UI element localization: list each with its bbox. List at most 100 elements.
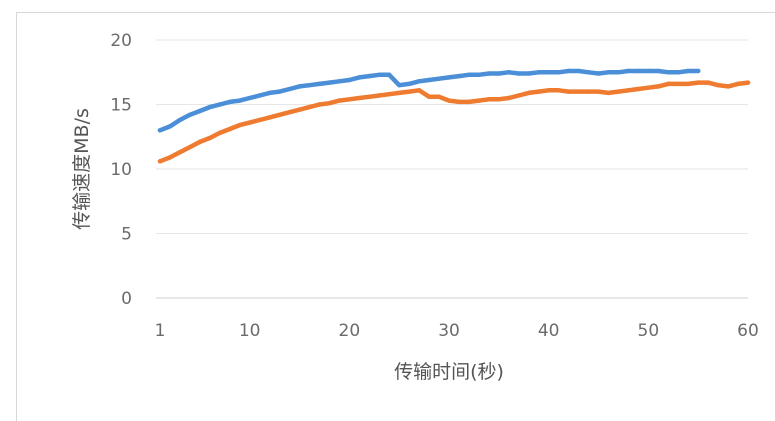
series-1-point-33: [476, 72, 482, 78]
series-2-point-45: [596, 89, 601, 94]
series-2-point-59: [735, 81, 741, 87]
series-1-point-13: [277, 89, 282, 94]
series-2-point-57: [715, 82, 721, 88]
y-tick-label-10: 10: [110, 160, 132, 180]
series-2-point-13: [277, 112, 282, 118]
series-2-point-14: [287, 110, 292, 115]
series-1-point-20: [347, 77, 352, 83]
series-2-point-37: [516, 93, 521, 98]
series-2-point-47: [616, 89, 621, 94]
series-1-point-21: [357, 75, 362, 80]
series-2-point-1: [157, 159, 163, 164]
series-2-point-9: [237, 122, 242, 128]
x-tick-label-30: 30: [438, 321, 460, 341]
series-2-point-35: [496, 97, 502, 102]
series-2-point-60: [745, 80, 751, 85]
frame-border-left: [16, 12, 17, 421]
series-1-point-54: [686, 68, 691, 74]
series-2-point-29: [436, 94, 442, 99]
series-1-point-45: [596, 71, 601, 76]
series-1-point-42: [566, 68, 571, 74]
series-2-point-34: [486, 97, 492, 102]
series-2-point-49: [636, 86, 641, 92]
series-2-point-7: [217, 130, 222, 136]
x-axis-title: 传输时间(秒): [394, 361, 504, 383]
series-2-point-21: [357, 95, 362, 101]
series-2-point-51: [656, 84, 661, 89]
series-2-point-46: [606, 90, 611, 96]
series-2-point-56: [705, 80, 711, 85]
series-1-point-3: [177, 117, 183, 123]
frame-border-top: [16, 12, 775, 13]
series-1-point-51: [656, 68, 661, 74]
series-1-point-15: [297, 84, 302, 89]
series-1-point-38: [526, 71, 531, 76]
series-1-point-14: [287, 86, 292, 92]
y-tick-label-20: 20: [110, 31, 132, 51]
series-2-point-54: [686, 81, 691, 87]
series-1-point-1: [157, 128, 163, 133]
series-1-point-6: [207, 104, 213, 110]
series-2-point-22: [367, 94, 372, 99]
series-1-point-34: [486, 71, 492, 76]
series-1-point-9: [237, 98, 242, 103]
series-1-point-2: [167, 124, 173, 129]
series-1-point-8: [227, 99, 232, 105]
series-2-point-31: [456, 99, 462, 105]
series-2-point-5: [197, 139, 203, 145]
series-1-point-46: [606, 70, 611, 75]
series-1-point-50: [646, 68, 651, 74]
series-2-point-52: [666, 81, 671, 87]
series-1-point-48: [626, 68, 631, 74]
series-1-point-7: [217, 102, 222, 107]
series-1-point-24: [387, 72, 392, 78]
x-tick-label-20: 20: [339, 321, 361, 341]
series-1-point-41: [556, 70, 561, 75]
series-2-point-53: [676, 81, 681, 87]
series-1-point-44: [586, 70, 591, 75]
series-1-point-49: [636, 68, 641, 74]
series-2-point-23: [377, 93, 382, 98]
series-1-point-25: [396, 82, 402, 88]
series-2-point-27: [416, 88, 422, 93]
series-2-point-10: [247, 120, 252, 125]
series-2-point-2: [167, 155, 173, 160]
series-1-point-43: [576, 68, 581, 74]
series-2-point-33: [476, 98, 482, 103]
series-2-point-15: [297, 107, 302, 112]
series-2-point-48: [626, 88, 631, 93]
series-2-point-44: [586, 89, 591, 94]
series-2-point-18: [327, 101, 332, 106]
series-1-point-12: [267, 90, 272, 96]
series-2-point-4: [187, 144, 193, 150]
series-2-point-40: [546, 88, 551, 93]
series-1-point-28: [426, 77, 432, 83]
series-1-point-35: [496, 71, 502, 76]
series-1-point-31: [456, 73, 462, 79]
series-1-point-52: [666, 70, 671, 75]
series-2-point-58: [725, 84, 731, 89]
series-1-point-40: [546, 70, 551, 75]
series-1-point-23: [377, 72, 382, 78]
series-2-point-25: [396, 90, 402, 96]
series-2-point-41: [556, 88, 561, 93]
series-2-point-42: [566, 89, 571, 94]
series-1-point-17: [317, 81, 322, 87]
series-2-point-32: [466, 99, 472, 105]
series-2-point-6: [207, 135, 213, 141]
series-1-point-29: [436, 76, 442, 81]
series-1-point-18: [327, 80, 332, 85]
series-2-point-17: [317, 102, 322, 107]
series-1-point-39: [536, 70, 541, 75]
y-axis-title: 传输速度MB/s: [71, 108, 93, 230]
series-2-point-28: [426, 94, 432, 99]
series-2-point-8: [227, 126, 232, 132]
series-2-point-38: [526, 90, 531, 96]
series-1-point-55: [695, 68, 701, 74]
series-2-point-19: [337, 98, 342, 103]
y-tick-label-15: 15: [110, 96, 132, 116]
series-1-point-30: [446, 75, 452, 80]
series-1-point-37: [516, 71, 521, 76]
